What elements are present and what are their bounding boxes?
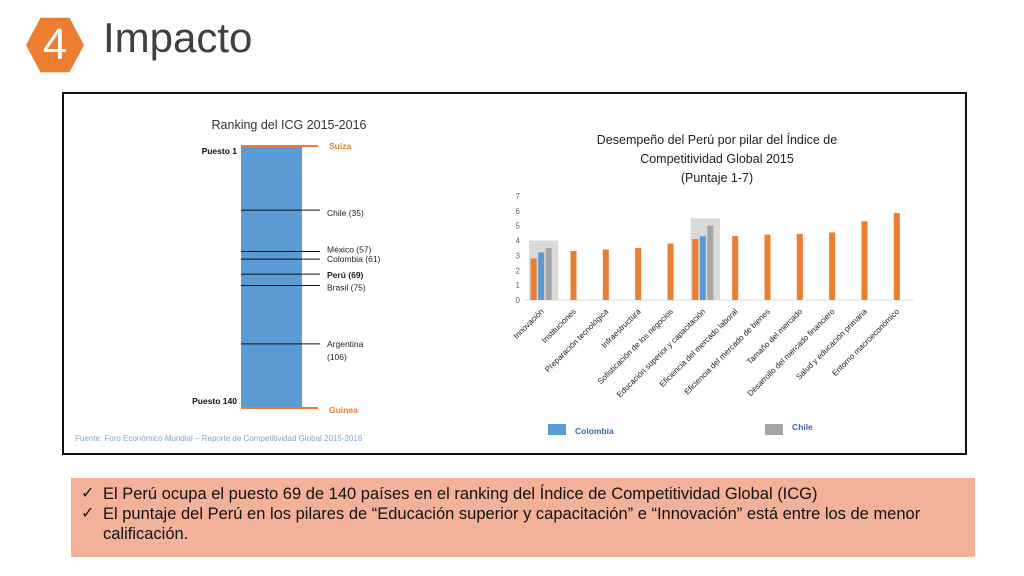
y-tick-label: 0 [516, 296, 521, 305]
ranking-marker-label: Colombia (61) [327, 254, 381, 264]
chart-frame [62, 92, 967, 455]
pillar-bar [699, 236, 706, 300]
pillar-bar [732, 236, 739, 300]
y-tick-label: 3 [516, 251, 521, 260]
ranking-marker-label: Chile (35) [327, 208, 364, 218]
ranking-marker-label-line: (106) [327, 352, 347, 362]
pillar-bar [707, 225, 714, 300]
ranking-bar [241, 146, 302, 408]
ranking-chart-title: Ranking del ICG 2015-2016 [212, 118, 367, 132]
pillar-chart-title-line: (Puntaje 1-7) [681, 171, 753, 185]
ranking-marker-label: Brasil (75) [327, 282, 366, 292]
pillar-chart-title-line: Desempeño del Perú por pilar del Índice … [597, 132, 837, 147]
x-tick-label: Entorno macroeconómico [830, 307, 901, 378]
axis-bottom-label: Puesto 140 [192, 396, 237, 406]
legend-label: Chile [792, 422, 813, 432]
ranking-marker-label: Guinea [329, 405, 358, 415]
y-tick-label: 6 [516, 207, 521, 216]
bullet-text: El puntaje del Perú en los pilares de “E… [103, 505, 921, 543]
ranking-marker-label: Suiza [329, 141, 351, 151]
y-tick-label: 1 [516, 281, 521, 290]
y-tick-label: 4 [516, 237, 521, 246]
page-title: Impacto [103, 14, 253, 61]
pillar-bar [829, 232, 836, 300]
legend-swatch [548, 424, 566, 435]
y-tick-label: 7 [516, 192, 521, 201]
pillar-bar [545, 248, 552, 300]
pillar-bar [692, 239, 699, 300]
bullet-text: El Perú ocupa el puesto 69 de 140 países… [103, 485, 818, 503]
x-tick-label: Tamaño del mercado [745, 307, 805, 367]
legend-label: Colombia [575, 426, 614, 436]
pillar-bar [635, 248, 642, 300]
pillar-bar [796, 233, 803, 300]
check-icon: ✓ [81, 505, 95, 522]
pillar-bar [570, 250, 577, 300]
pillar-bar [764, 234, 771, 300]
legend-swatch [765, 424, 783, 435]
ranking-marker-label: Argentina (106) [327, 339, 364, 362]
pillar-bar [538, 252, 545, 300]
bullet-item: ✓ El puntaje del Perú en los pilares de … [81, 504, 965, 544]
source-note: Fuente: Foro Económico Mundial – Reporte… [75, 434, 363, 443]
axis-top-label: Puesto 1 [202, 146, 238, 156]
pillar-bar [861, 221, 868, 300]
bullet-item: ✓ El Perú ocupa el puesto 69 de 140 país… [81, 484, 965, 504]
conclusions-box: ✓ El Perú ocupa el puesto 69 de 140 país… [71, 478, 975, 557]
x-tick-label: Innovación [512, 307, 546, 341]
y-tick-label: 2 [516, 266, 521, 275]
pillar-bar [602, 249, 609, 300]
ranking-marker-label: México (57) [327, 245, 372, 255]
pillar-bar [530, 258, 537, 300]
check-icon: ✓ [81, 485, 95, 502]
pillar-chart-title-line: Competitividad Global 2015 [640, 152, 794, 166]
x-tick-label: Preparación tecnológica [543, 307, 610, 374]
pillar-bar [667, 243, 674, 300]
y-tick-label: 5 [516, 222, 521, 231]
ranking-marker-label: Perú (69) [327, 270, 364, 280]
ranking-marker-label-line: Argentina [327, 339, 364, 349]
pillar-bar [893, 213, 900, 300]
